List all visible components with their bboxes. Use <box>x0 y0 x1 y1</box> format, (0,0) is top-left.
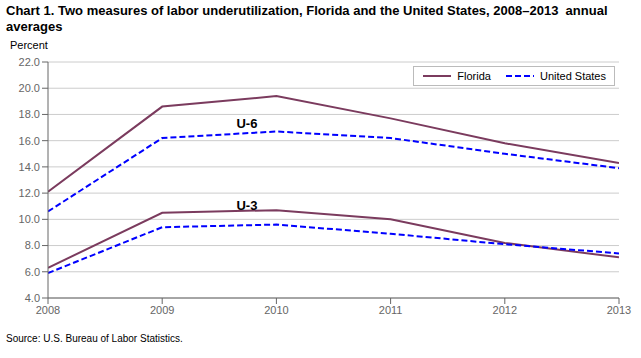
svg-text:2011: 2011 <box>379 304 403 316</box>
svg-text:8.0: 8.0 <box>25 239 40 251</box>
svg-text:2008: 2008 <box>36 304 60 316</box>
svg-text:12.0: 12.0 <box>19 187 40 199</box>
svg-text:2013: 2013 <box>607 304 631 316</box>
svg-text:U-3: U-3 <box>236 198 257 213</box>
html-text:Percent: Percent <box>10 39 48 51</box>
svg-text:10.0: 10.0 <box>19 213 40 225</box>
svg-text:U-6: U-6 <box>236 116 257 131</box>
svg-text:20.0: 20.0 <box>19 82 40 94</box>
svg-text:6.0: 6.0 <box>25 266 40 278</box>
svg-text:4.0: 4.0 <box>25 292 40 304</box>
svg-text:18.0: 18.0 <box>19 108 40 120</box>
svg-text:2009: 2009 <box>150 304 174 316</box>
html-text:Source: U.S. Bureau of Labor S: Source: U.S. Bureau of Labor Statistics. <box>6 333 183 344</box>
svg-text:2012: 2012 <box>493 304 517 316</box>
html-text:Florida: Florida <box>457 70 491 82</box>
html-text:United States: United States <box>540 70 606 82</box>
svg-text:22.0: 22.0 <box>19 56 40 68</box>
svg-text:2010: 2010 <box>264 304 288 316</box>
svg-text:16.0: 16.0 <box>19 135 40 147</box>
svg-text:14.0: 14.0 <box>19 161 40 173</box>
html-text:Chart 1. Two measures of labor: Chart 1. Two measures of labor underutil… <box>6 3 612 34</box>
